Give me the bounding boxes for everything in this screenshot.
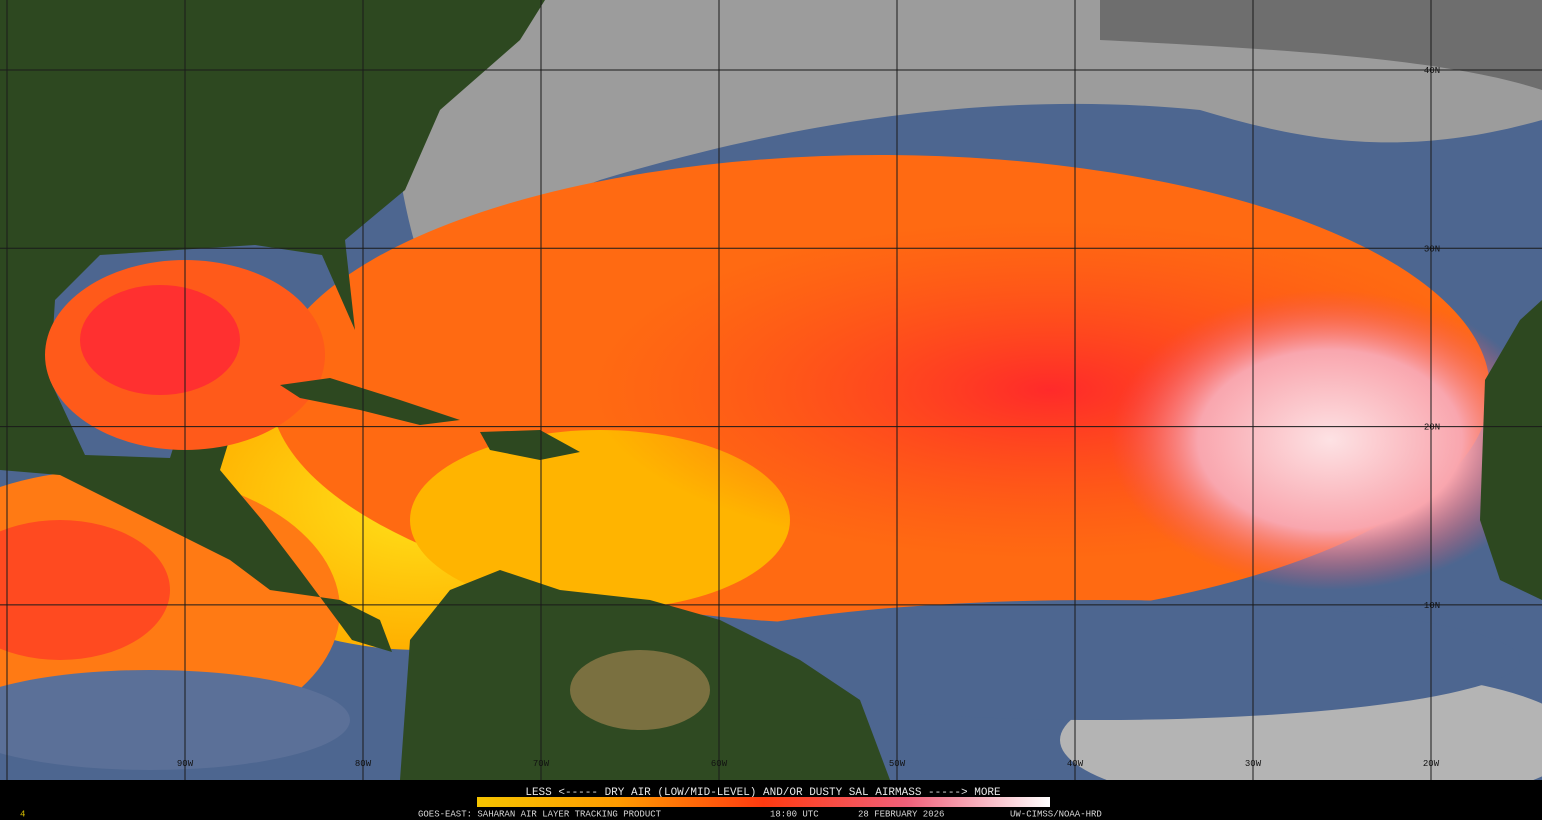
longitude-label: 50W	[889, 759, 906, 769]
time: 18:00 UTC	[770, 809, 819, 819]
africa	[1480, 300, 1542, 600]
legend-caption: LESS <----- DRY AIR (LOW/MID-LEVEL) AND/…	[525, 787, 1001, 799]
lat-lon-labels: 90W 80W 70W 60W 50W 40W 30W 20W 40N 30N 20N 10N	[177, 66, 1440, 769]
latitude-label: 30N	[1424, 244, 1440, 254]
latitude-label: 20N	[1424, 423, 1440, 433]
longitude-label: 60W	[711, 759, 728, 769]
longitude-label: 80W	[355, 759, 372, 769]
longitude-label: 90W	[177, 759, 194, 769]
cloud-band	[380, 0, 1542, 260]
frame-number: 4	[20, 809, 25, 819]
pacific-dry-air-core	[0, 520, 170, 660]
north-america	[0, 0, 545, 652]
pacific-moist	[0, 670, 350, 770]
moist-south	[680, 600, 1520, 720]
longitude-label: 30W	[1245, 759, 1262, 769]
gulf-dry-air-core	[80, 285, 240, 395]
date: 28 FEBRUARY 2026	[858, 809, 944, 819]
longitude-label: 40W	[1067, 759, 1084, 769]
highlands	[570, 650, 710, 730]
credit: UW-CIMSS/NOAA-HRD	[1010, 809, 1102, 819]
dust-plume	[1110, 290, 1542, 590]
color-scale	[477, 797, 1050, 807]
cuba	[280, 378, 460, 425]
latitude-label: 40N	[1424, 66, 1440, 76]
hispaniola	[480, 430, 580, 460]
longitude-label: 70W	[533, 759, 550, 769]
product-name: GOES-EAST: SAHARAN AIR LAYER TRACKING PR…	[418, 809, 662, 819]
latitude-label: 10N	[1424, 601, 1440, 611]
lat-lon-grid	[0, 0, 1542, 780]
longitude-label: 20W	[1423, 759, 1440, 769]
